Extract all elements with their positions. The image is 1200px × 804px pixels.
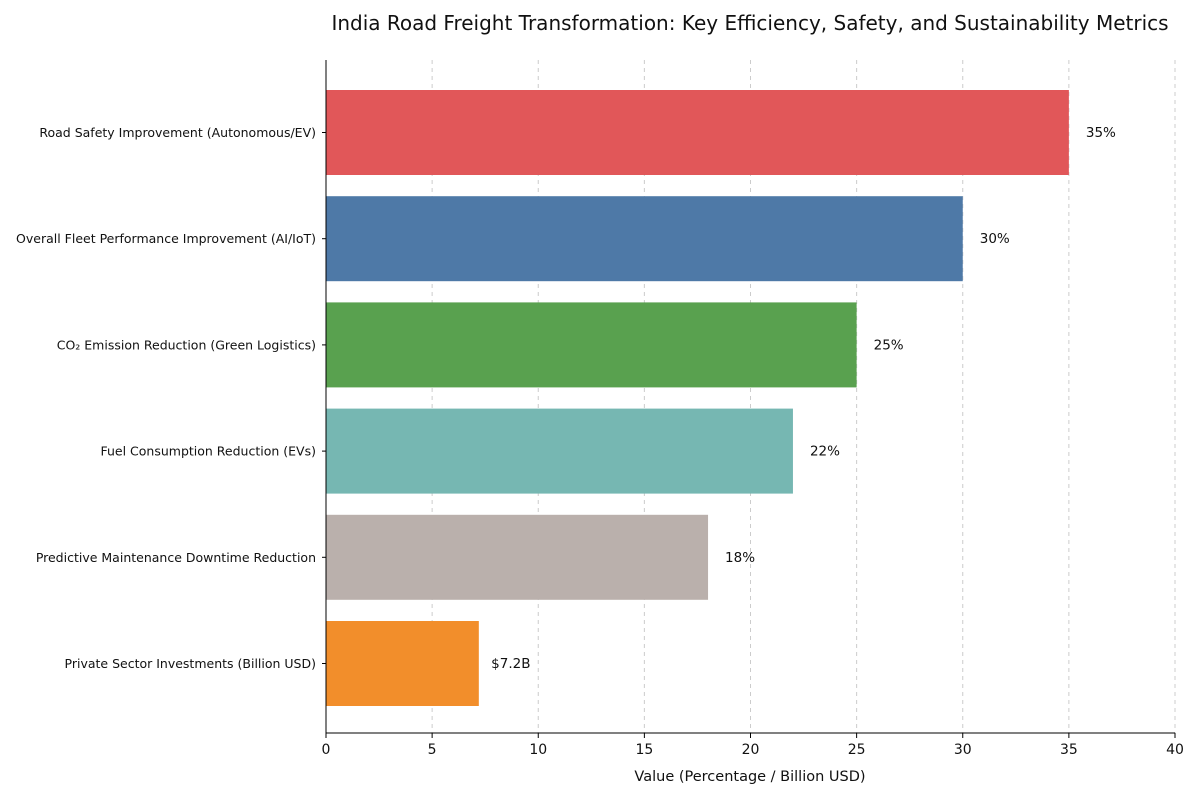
x-tick-label: 5 (428, 742, 437, 758)
category-label: Overall Fleet Performance Improvement (A… (16, 231, 316, 246)
value-label: 22% (810, 444, 840, 460)
bar (326, 514, 709, 600)
x-tick-label: 10 (529, 742, 547, 758)
bars (326, 90, 1069, 706)
category-label: CO₂ Emission Reduction (Green Logistics) (57, 337, 316, 352)
value-label: 18% (725, 550, 755, 566)
x-tick-label: 15 (635, 742, 653, 758)
category-label: Fuel Consumption Reduction (EVs) (100, 444, 316, 459)
value-label: 25% (874, 337, 904, 353)
bar (326, 196, 963, 282)
value-labels: 35% 30% 25% 22% 18% $7.2B (491, 125, 1116, 672)
bar (326, 621, 479, 706)
bar (326, 90, 1069, 175)
value-label: 30% (980, 231, 1010, 247)
value-label: $7.2B (491, 656, 530, 672)
x-axis-title: Value (Percentage / Billion USD) (634, 769, 865, 785)
x-tick-label: 35 (1060, 742, 1078, 758)
category-label: Road Safety Improvement (Autonomous/EV) (39, 125, 316, 140)
bar (326, 408, 793, 494)
x-tick-label: 25 (848, 742, 866, 758)
category-label: Predictive Maintenance Downtime Reductio… (36, 550, 316, 565)
chart-title: India Road Freight Transformation: Key E… (331, 11, 1168, 35)
value-label: 35% (1086, 125, 1116, 141)
x-tick-label: 30 (954, 742, 972, 758)
x-tick-label: 20 (742, 742, 760, 758)
x-tick-label: 0 (322, 742, 331, 758)
bar (326, 302, 857, 388)
x-tick-label: 40 (1166, 742, 1184, 758)
category-labels: Road Safety Improvement (Autonomous/EV) O… (16, 125, 316, 671)
axes: 0 5 10 15 20 25 30 35 40 (322, 60, 1184, 758)
category-label: Private Sector Investments (Billion USD) (65, 656, 316, 671)
